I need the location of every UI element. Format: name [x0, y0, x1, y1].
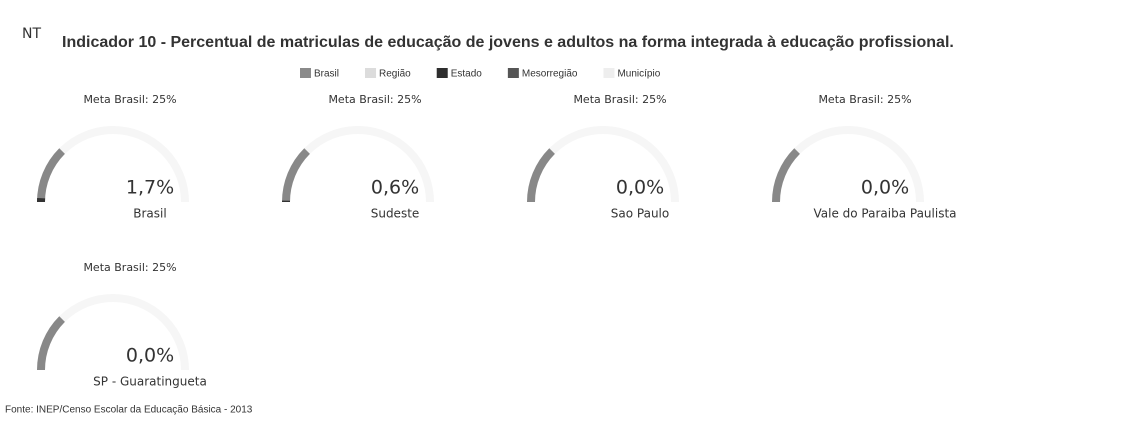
gauge-name: Sao Paulo [611, 207, 669, 221]
legend-swatch [436, 68, 448, 78]
legend-label: Mesorregião [522, 69, 578, 80]
gauge-title: Meta Brasil: 25% [818, 93, 911, 106]
legend-label: Município [617, 69, 660, 80]
gauge-title: Meta Brasil: 25% [83, 261, 176, 274]
legend-label: Brasil [314, 69, 339, 80]
value-label: 0,0% [616, 177, 664, 199]
gauge-target [37, 148, 66, 203]
legend-swatch [507, 68, 519, 78]
value-label: 0,0% [126, 345, 174, 367]
gauge-target [772, 148, 801, 203]
legend-swatch [300, 68, 311, 78]
gauge-title: Meta Brasil: 25% [83, 93, 176, 106]
gauge-title: Meta Brasil: 25% [328, 93, 421, 106]
gauge-name: Sudeste [371, 207, 420, 221]
legend-label: Estado [451, 69, 483, 80]
value-label: 0,0% [861, 177, 909, 199]
gauge-title: Meta Brasil: 25% [573, 93, 666, 106]
gauge-target [527, 148, 556, 203]
legend-swatch [365, 68, 377, 78]
gauge-target [282, 148, 311, 203]
legend-label: Região [379, 69, 411, 80]
page-title: Indicador 10 - Percentual de matriculas … [62, 34, 954, 51]
gauge-name: Brasil [133, 207, 166, 221]
value-label: 0,6% [371, 177, 419, 199]
gauge-name: Vale do Paraiba Paulista [813, 207, 956, 221]
footer: Fonte: INEP/Censo Escolar da Educação Bá… [5, 405, 253, 416]
legend-swatch [603, 68, 615, 78]
badge: NT [22, 26, 41, 42]
gauge-name: SP - Guaratingueta [93, 375, 207, 389]
value-label: 1,7% [126, 177, 174, 199]
gauge-target [37, 316, 66, 371]
